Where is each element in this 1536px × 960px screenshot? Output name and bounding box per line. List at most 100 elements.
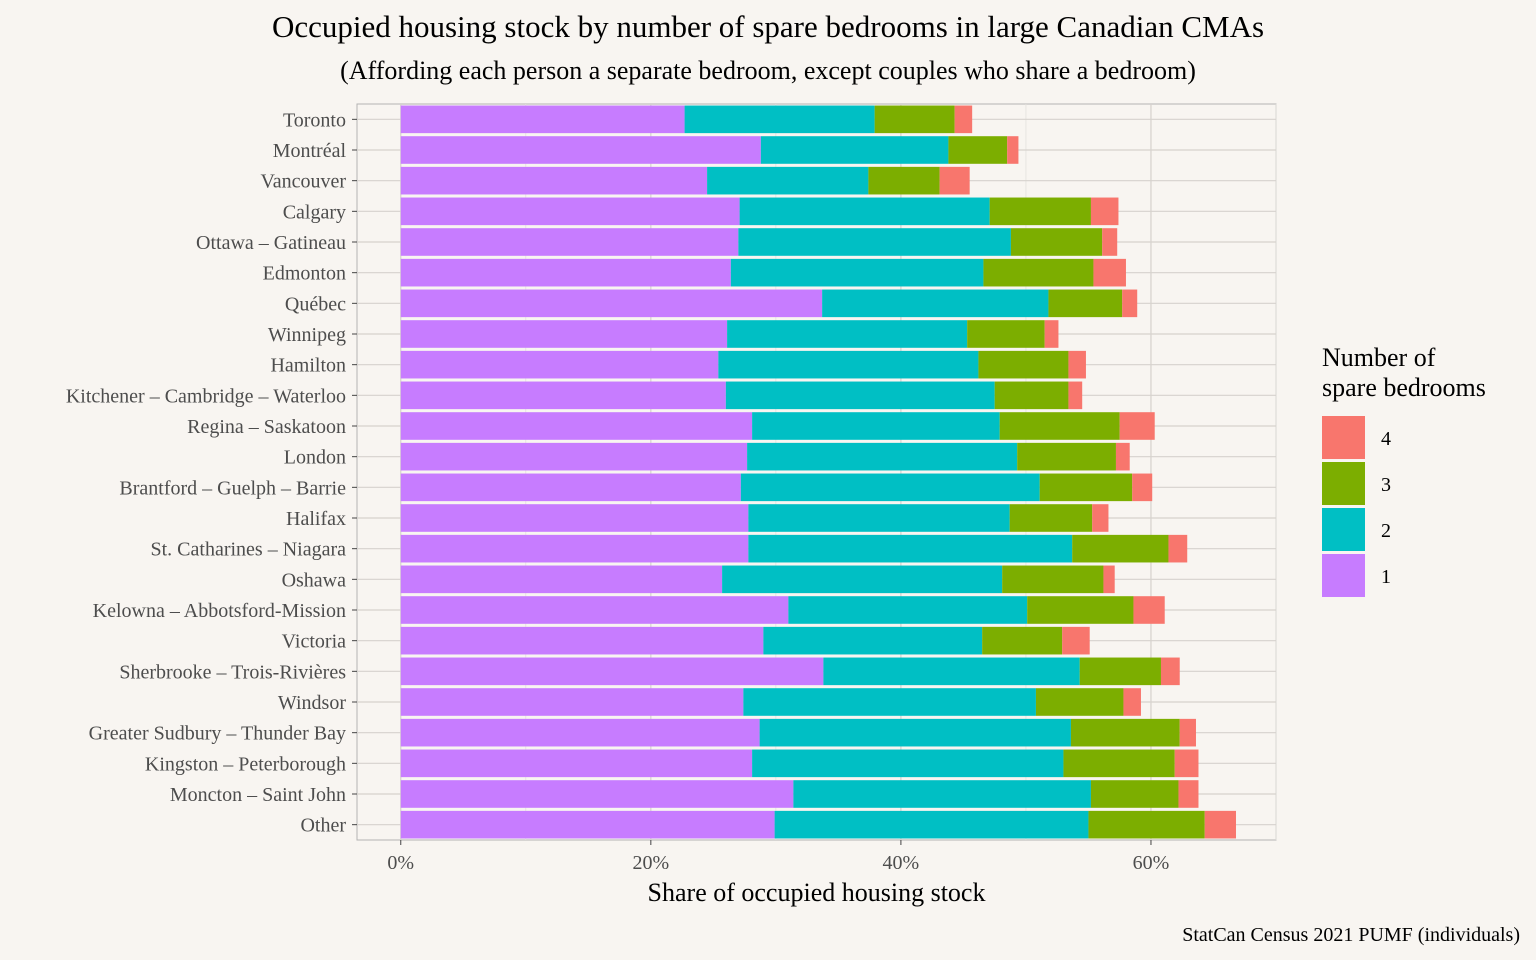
bar-segment-1 — [400, 565, 723, 594]
bar-segment-4 — [1132, 473, 1153, 502]
bar-segment-4 — [1179, 718, 1196, 747]
bar-segment-3 — [1079, 657, 1161, 686]
bar-segment-1 — [400, 780, 794, 808]
y-tick-label: London — [284, 447, 346, 469]
bar-segment-1 — [400, 626, 764, 655]
y-tick-label: Ottawa – Gatineau — [196, 232, 346, 254]
bar-segment-2 — [759, 718, 1071, 747]
y-tick-label: Windsor — [278, 692, 346, 714]
bar-segment-1 — [400, 166, 708, 195]
bar-segment-1 — [400, 258, 731, 287]
bar-segment-1 — [400, 810, 775, 839]
bar-segment-4 — [1174, 749, 1199, 778]
bar-segment-1 — [400, 350, 719, 379]
y-tick-label: Kitchener – Cambridge – Waterloo — [66, 385, 346, 407]
bar-segment-1 — [400, 473, 741, 502]
bar-segment-2 — [748, 504, 1010, 532]
y-tick-label: St. Catharines – Niagara — [151, 539, 347, 561]
bar-segment-1 — [400, 197, 740, 226]
y-tick-label: Winnipeg — [268, 324, 346, 346]
bar-segment-3 — [1063, 749, 1175, 778]
bar-segment-4 — [1115, 442, 1130, 471]
y-tick-label: Other — [300, 815, 346, 837]
legend-swatch-2 — [1322, 508, 1365, 551]
legend-swatch-4 — [1322, 416, 1365, 459]
legend-label: 1 — [1381, 566, 1391, 588]
bar-segment-3 — [1048, 289, 1123, 318]
bar-segment-4 — [1092, 504, 1109, 532]
legend-title: spare bedrooms — [1322, 373, 1486, 402]
bar-segment-1 — [400, 688, 744, 716]
bar-segment-2 — [748, 534, 1073, 563]
y-tick-label: Edmonton — [263, 263, 346, 285]
y-tick-label: Sherbrooke – Trois-Rivières — [119, 661, 346, 683]
x-tick-label: 60% — [1133, 852, 1170, 874]
bar-segment-2 — [740, 473, 1040, 502]
y-tick-label: Toronto — [283, 109, 346, 131]
bar-segment-2 — [718, 350, 979, 379]
bar-segment-2 — [774, 810, 1089, 839]
bar-segment-1 — [400, 534, 749, 563]
bar-segment-4 — [1062, 626, 1090, 655]
legend-label: 2 — [1381, 520, 1391, 542]
y-tick-label: Kelowna – Abbotsford-Mission — [93, 600, 346, 622]
bar-segment-4 — [1093, 258, 1126, 287]
y-tick-label: Regina – Saskatoon — [187, 416, 346, 438]
bar-segment-1 — [400, 412, 753, 440]
legend-swatch-1 — [1322, 554, 1365, 597]
bar-segment-4 — [1122, 289, 1138, 318]
y-tick-label: Québec — [285, 293, 346, 315]
bar-segment-3 — [989, 197, 1091, 226]
bar-segment-4 — [1068, 381, 1083, 410]
bar-segment-1 — [400, 136, 761, 164]
bar-segment-1 — [400, 442, 748, 471]
bar-segment-2 — [763, 626, 983, 655]
bar-segment-3 — [1009, 504, 1093, 532]
bar-segment-1 — [400, 320, 728, 348]
bar-segment-2 — [730, 258, 984, 287]
x-tick-label: 0% — [387, 852, 414, 874]
bar-segment-3 — [1002, 565, 1104, 594]
legend-swatch-3 — [1322, 462, 1365, 505]
bar-segment-2 — [752, 749, 1064, 778]
bar-segment-3 — [982, 626, 1063, 655]
bar-segment-3 — [978, 350, 1069, 379]
y-tick-label: Greater Sudbury – Thunder Bay — [89, 723, 346, 745]
x-tick-label: 20% — [632, 852, 669, 874]
bar-segment-3 — [1072, 534, 1169, 563]
bar-segment-4 — [1090, 197, 1119, 226]
bar-segment-2 — [747, 442, 1018, 471]
bar-segment-4 — [1168, 534, 1188, 563]
bar-segment-3 — [1090, 780, 1179, 808]
bar-segment-1 — [400, 596, 789, 624]
bar-segment-4 — [1044, 320, 1059, 348]
y-tick-label: Kingston – Peterborough — [145, 753, 346, 775]
y-tick-label: Montréal — [273, 140, 347, 162]
bar-segment-3 — [948, 136, 1008, 164]
bar-segment-4 — [1178, 780, 1199, 808]
bar-segment-4 — [1133, 596, 1165, 624]
bar-segment-3 — [1027, 596, 1134, 624]
bar-segment-2 — [707, 166, 869, 195]
bar-segment-4 — [1160, 657, 1180, 686]
x-tick-label: 40% — [883, 852, 920, 874]
bar-segment-2 — [738, 228, 1011, 256]
bar-segment-2 — [822, 289, 1049, 318]
bar-segment-1 — [400, 289, 823, 318]
y-tick-label: Moncton – Saint John — [170, 784, 346, 806]
bar-segment-1 — [400, 381, 726, 410]
y-tick-label: Calgary — [283, 201, 346, 223]
bar-segment-4 — [1102, 228, 1118, 256]
bar-segment-3 — [967, 320, 1045, 348]
bar-segment-1 — [400, 228, 739, 256]
bar-segment-2 — [760, 136, 949, 164]
bar-segment-2 — [823, 657, 1080, 686]
bar-segment-2 — [788, 596, 1028, 624]
bar-segment-3 — [1017, 442, 1116, 471]
bar-segment-1 — [400, 749, 753, 778]
bar-segment-2 — [743, 688, 1036, 716]
bar-segment-3 — [868, 166, 940, 195]
bar-segment-2 — [722, 565, 1003, 594]
bar-segment-2 — [793, 780, 1091, 808]
